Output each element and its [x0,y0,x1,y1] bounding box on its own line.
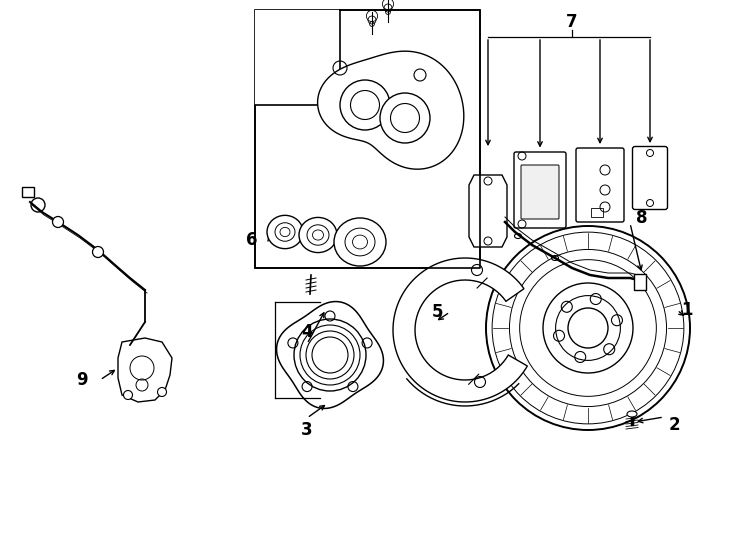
Text: 8: 8 [636,209,647,227]
Polygon shape [118,338,172,402]
Text: 4: 4 [301,323,313,341]
Polygon shape [318,51,464,169]
FancyBboxPatch shape [576,148,624,222]
Text: 9: 9 [76,371,88,389]
Circle shape [53,217,64,227]
Text: 2: 2 [668,416,680,434]
Circle shape [486,226,690,430]
Text: 5: 5 [432,303,443,321]
Circle shape [543,283,633,373]
Polygon shape [277,301,383,408]
Bar [591,208,603,217]
Polygon shape [393,258,527,402]
Bar [634,274,646,290]
Text: 3: 3 [301,421,313,439]
FancyBboxPatch shape [633,146,667,210]
FancyBboxPatch shape [521,165,559,219]
FancyBboxPatch shape [514,152,566,228]
Ellipse shape [299,218,337,253]
Circle shape [380,93,430,143]
Circle shape [123,390,133,400]
Circle shape [340,80,390,130]
Polygon shape [469,175,507,247]
Circle shape [158,388,167,396]
Ellipse shape [267,215,303,248]
Text: 7: 7 [566,13,578,31]
Bar [255,10,480,268]
Bar [22,187,34,197]
Text: 6: 6 [246,231,258,249]
Ellipse shape [334,218,386,266]
Text: 1: 1 [681,301,693,319]
Bar [255,10,340,105]
Ellipse shape [627,411,637,417]
Circle shape [92,246,103,258]
